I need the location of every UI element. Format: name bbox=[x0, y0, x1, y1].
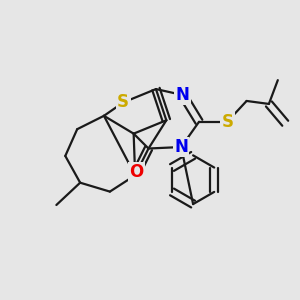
Text: S: S bbox=[221, 113, 233, 131]
Text: N: N bbox=[174, 138, 188, 156]
Text: S: S bbox=[117, 93, 129, 111]
Text: O: O bbox=[130, 163, 144, 181]
Text: N: N bbox=[176, 86, 190, 104]
